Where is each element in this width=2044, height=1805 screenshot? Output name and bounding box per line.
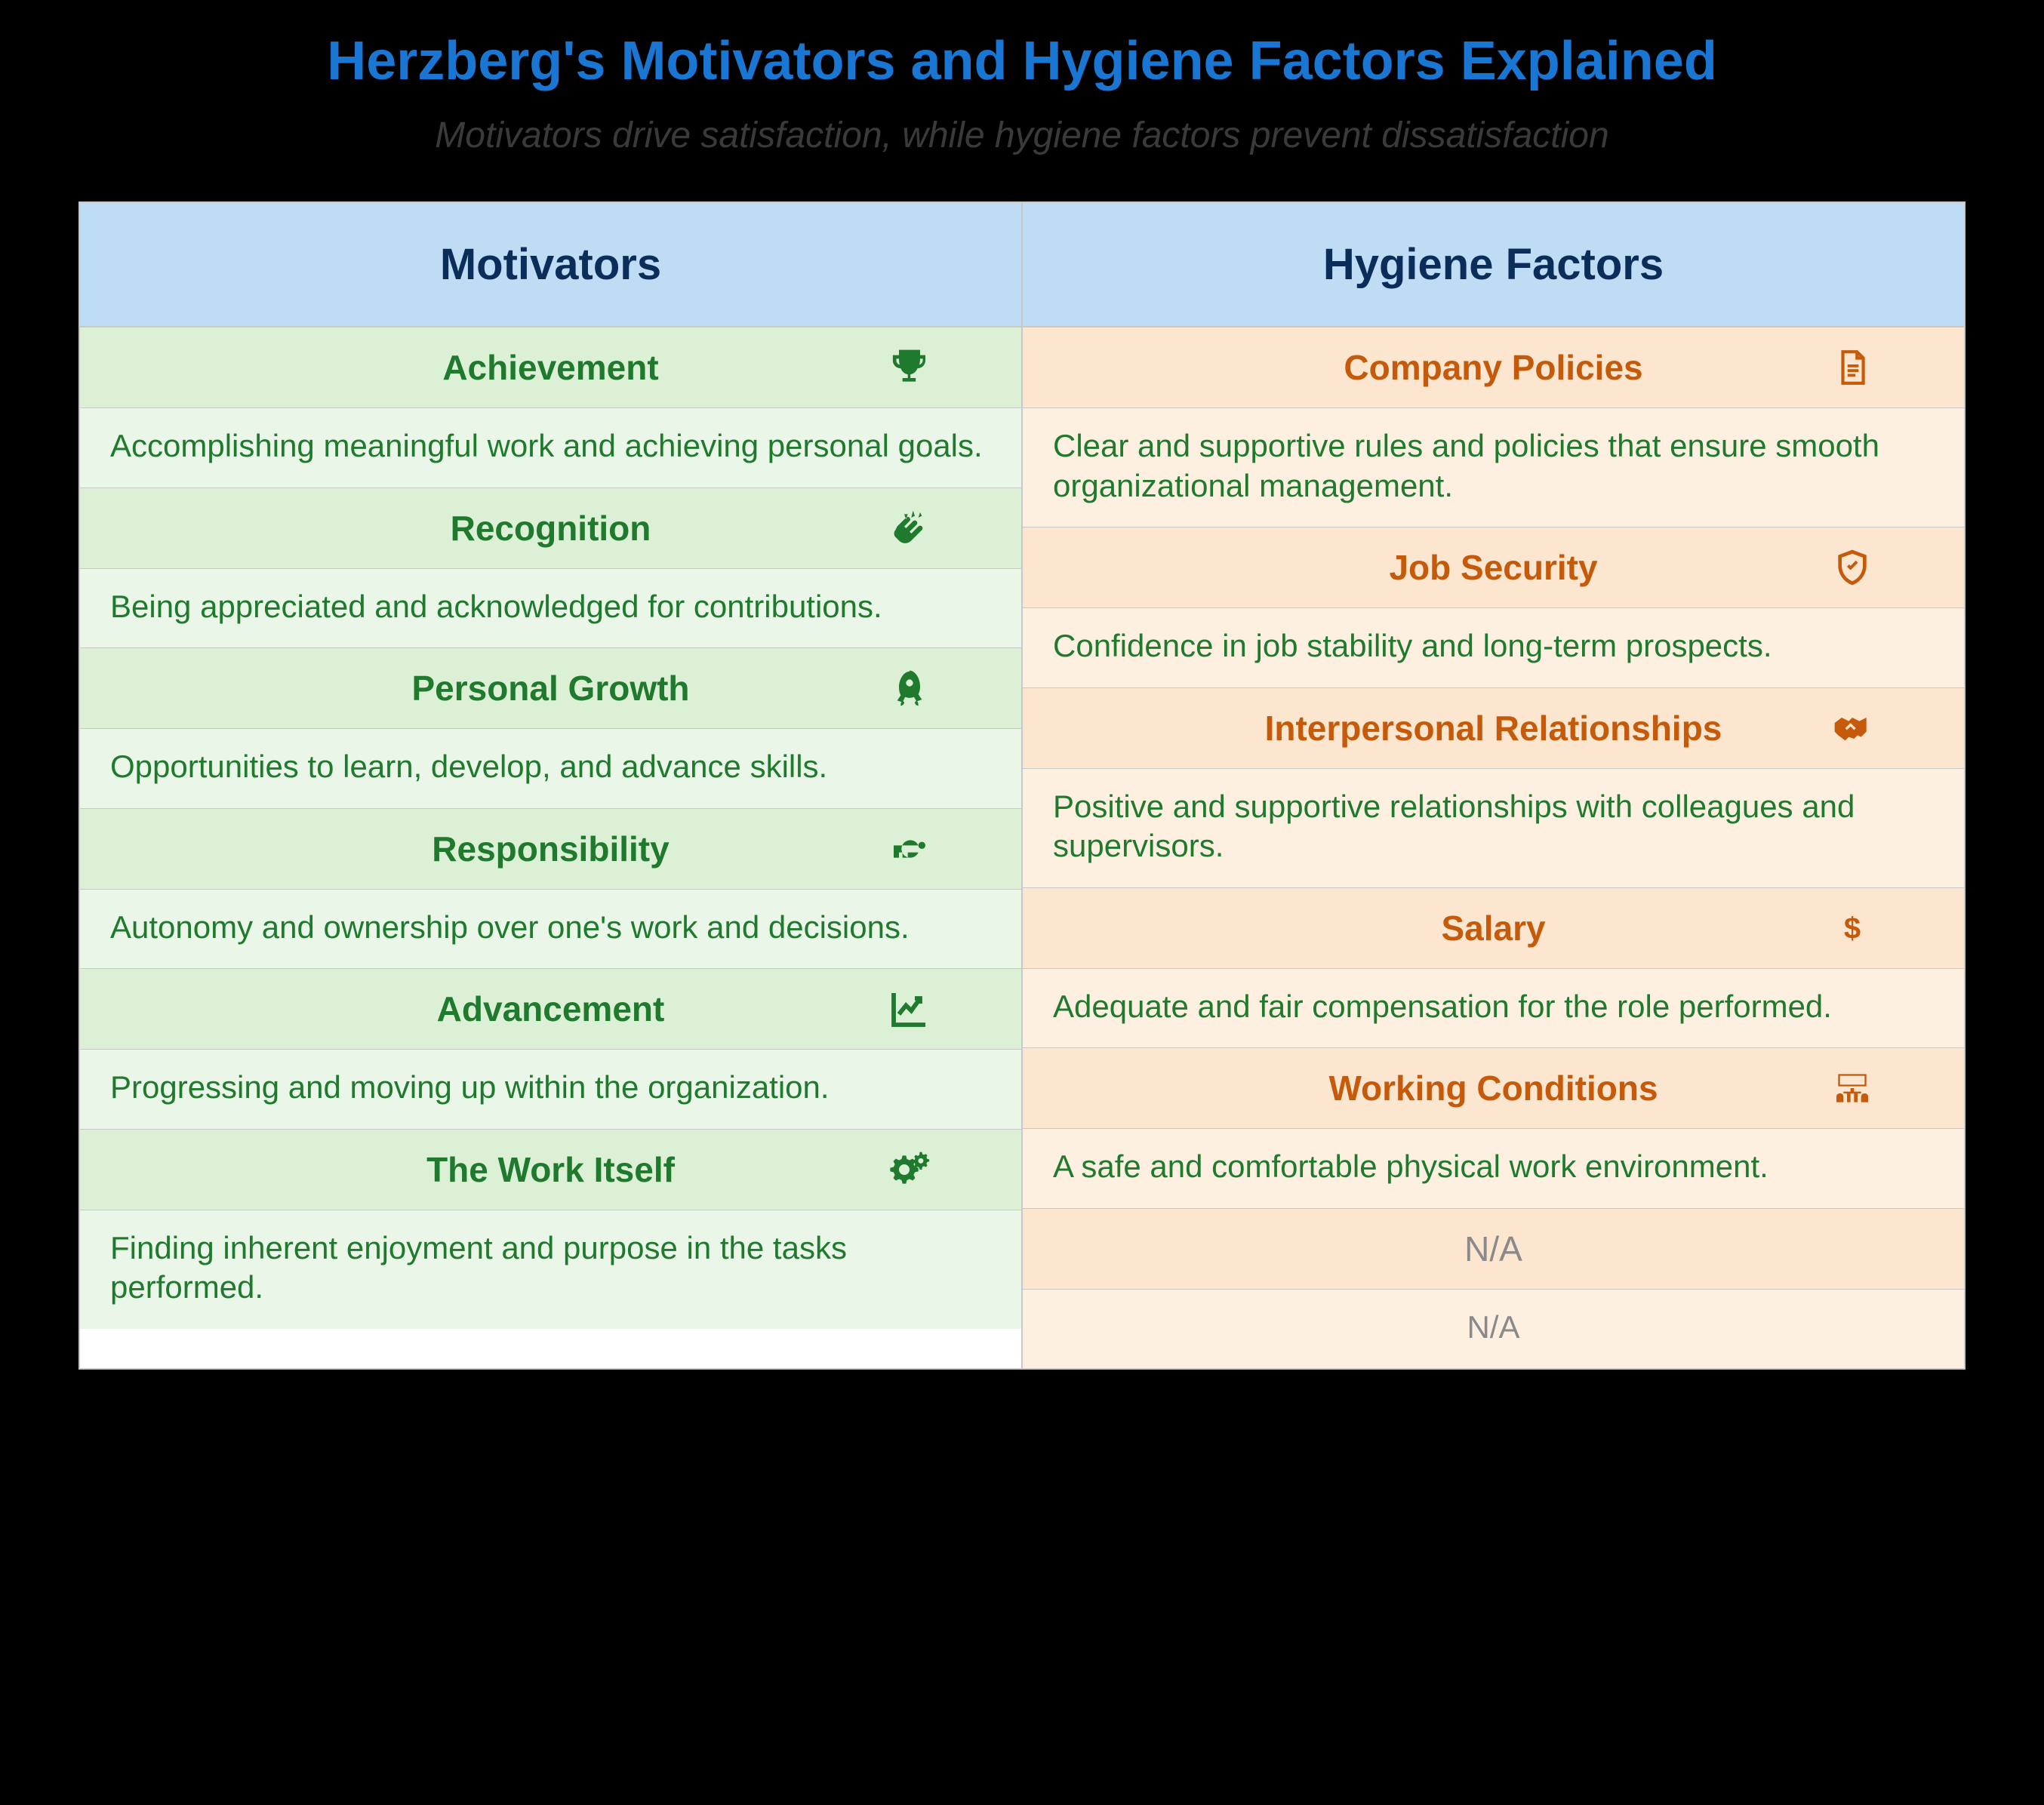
factor-label-row: Recognition [80, 488, 1021, 569]
chart-icon [888, 988, 931, 1030]
factor-desc-na: N/A [1023, 1290, 1964, 1369]
factor-label-row: Salary $ [1023, 888, 1964, 969]
factor-label-row: Job Security [1023, 527, 1964, 608]
key-icon [888, 828, 931, 870]
clap-icon [888, 507, 931, 549]
factor-label-row: Advancement [80, 969, 1021, 1050]
factor-desc: Progressing and moving up within the org… [80, 1050, 1021, 1130]
factor-desc: Positive and supportive relationships wi… [1023, 769, 1964, 888]
factor-desc: Adequate and fair compensation for the r… [1023, 969, 1964, 1049]
factor-label-row: The Work Itself [80, 1130, 1021, 1210]
factor-desc: A safe and comfortable physical work env… [1023, 1129, 1964, 1209]
shield-icon [1831, 546, 1873, 589]
factor-desc: Opportunities to learn, develop, and adv… [80, 729, 1021, 809]
hygiene-header: Hygiene Factors [1023, 203, 1964, 327]
factor-label-row-na: N/A [1023, 1209, 1964, 1290]
factor-label: Salary [1441, 908, 1545, 949]
factor-label: The Work Itself [426, 1149, 675, 1190]
rocket-icon [888, 667, 931, 709]
desk-icon [1831, 1067, 1873, 1109]
factor-desc: Autonomy and ownership over one's work a… [80, 890, 1021, 970]
handshake-icon [1831, 707, 1873, 749]
factor-label-row: Company Policies [1023, 327, 1964, 408]
factor-desc: Clear and supportive rules and policies … [1023, 408, 1964, 527]
dollar-icon: $ [1831, 907, 1873, 949]
factor-desc: Being appreciated and acknowledged for c… [80, 569, 1021, 649]
factor-label: Job Security [1389, 547, 1597, 588]
factor-label: Interpersonal Relationships [1265, 708, 1722, 749]
factor-desc: Confidence in job stability and long-ter… [1023, 608, 1964, 688]
factor-label-row: Interpersonal Relationships [1023, 688, 1964, 769]
svg-text:$: $ [1844, 912, 1861, 945]
factor-label-row: Achievement [80, 327, 1021, 408]
factor-label: N/A [1464, 1228, 1522, 1269]
factor-label-row: Personal Growth [80, 648, 1021, 729]
factors-table: Motivators Achievement Accomplishing mea… [78, 201, 1966, 1370]
factor-desc: Accomplishing meaningful work and achiev… [80, 408, 1021, 488]
factor-label: Achievement [442, 347, 658, 388]
factor-label: Advancement [437, 989, 665, 1029]
trophy-icon [888, 346, 931, 389]
factor-label: Company Policies [1344, 347, 1642, 388]
factor-label: Working Conditions [1328, 1068, 1658, 1109]
page-subtitle: Motivators drive satisfaction, while hyg… [30, 115, 2014, 156]
hygiene-column: Hygiene Factors Company Policies Clear a… [1023, 203, 1964, 1368]
factor-label: Recognition [451, 508, 651, 549]
factor-desc: Finding inherent enjoyment and purpose i… [80, 1210, 1021, 1329]
factor-label: Personal Growth [411, 668, 689, 709]
motivators-header: Motivators [80, 203, 1021, 327]
document-icon [1831, 346, 1873, 389]
page-title: Herzberg's Motivators and Hygiene Factor… [30, 30, 2014, 92]
factor-label-row: Responsibility [80, 809, 1021, 890]
factor-label: Responsibility [432, 829, 669, 869]
gears-icon [888, 1148, 931, 1191]
motivators-column: Motivators Achievement Accomplishing mea… [80, 203, 1023, 1368]
factor-label-row: Working Conditions [1023, 1048, 1964, 1129]
